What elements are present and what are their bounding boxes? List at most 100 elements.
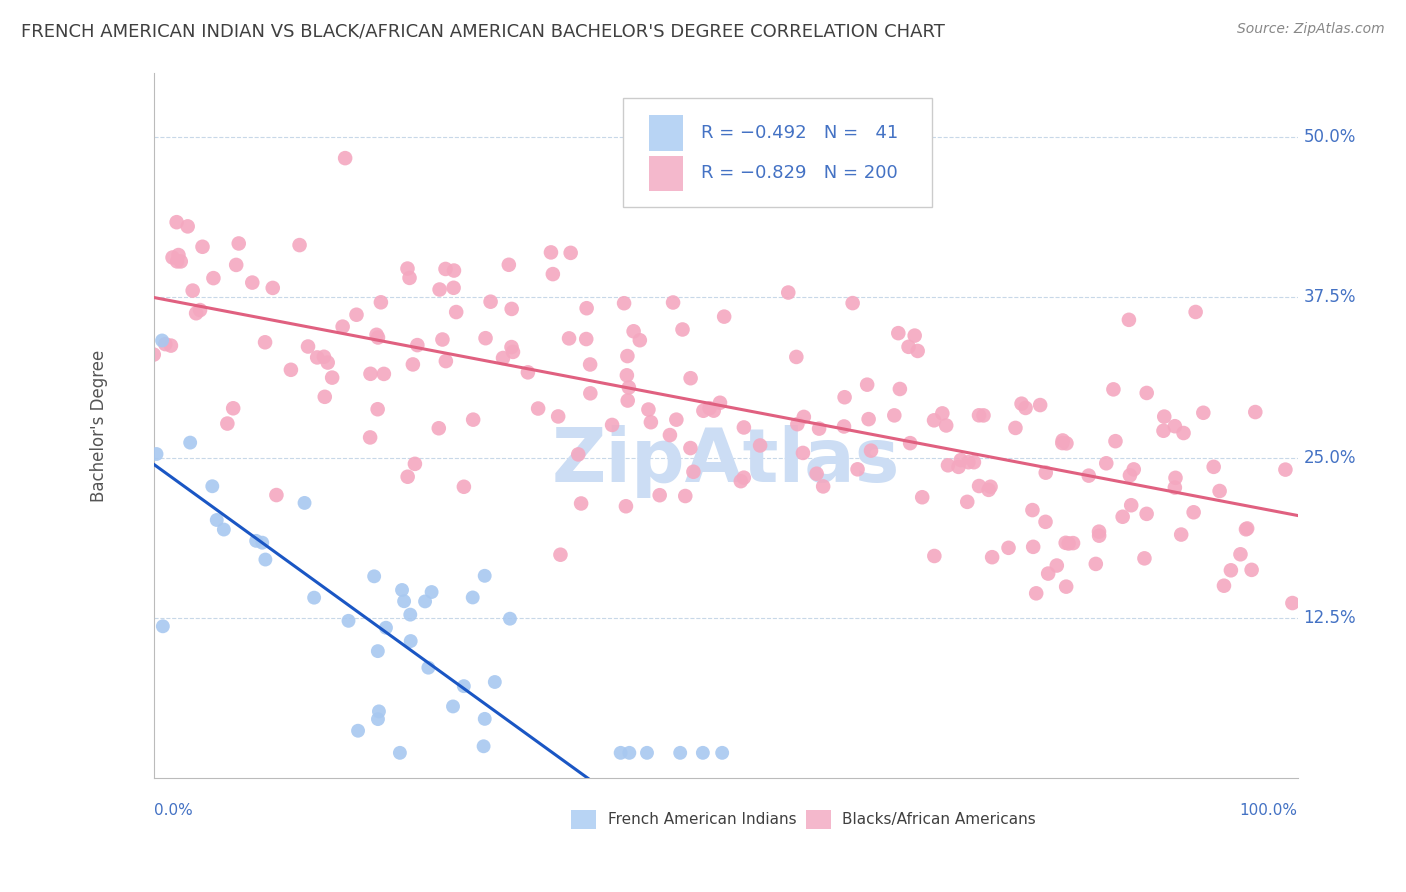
Text: 37.5%: 37.5% [1303, 288, 1355, 307]
Point [569, 496, 592, 510]
Point [623, 324, 645, 338]
Point [897, 340, 920, 354]
Point [463, 412, 485, 426]
Point [150, 334, 173, 348]
Point [142, 348, 165, 362]
Point [359, 367, 381, 381]
Point [368, 705, 391, 719]
Point [170, 254, 193, 268]
Point [1133, 551, 1156, 566]
Point [443, 281, 465, 295]
Point [1274, 462, 1296, 476]
Point [1054, 536, 1077, 550]
Text: Source: ZipAtlas.com: Source: ZipAtlas.com [1237, 22, 1385, 37]
Point [502, 345, 524, 359]
Point [201, 479, 224, 493]
Point [167, 248, 190, 262]
Text: R = −0.829   N = 200: R = −0.829 N = 200 [700, 164, 897, 182]
Point [673, 489, 696, 503]
Point [202, 271, 225, 285]
Point [558, 331, 581, 345]
Point [935, 418, 957, 433]
Point [228, 236, 250, 251]
Point [579, 386, 602, 401]
Point [1095, 456, 1118, 470]
Point [733, 420, 755, 434]
Point [963, 455, 986, 469]
Point [1202, 459, 1225, 474]
Point [806, 467, 828, 481]
Point [366, 327, 388, 342]
Point [266, 488, 288, 502]
Point [240, 276, 263, 290]
Point [166, 254, 188, 268]
Point [176, 219, 198, 234]
Point [628, 333, 651, 347]
Point [1104, 434, 1126, 449]
Point [1062, 536, 1084, 550]
Point [699, 401, 721, 416]
Point [288, 238, 311, 252]
Point [637, 402, 659, 417]
Point [262, 281, 284, 295]
Point [949, 453, 972, 467]
Point [679, 371, 702, 385]
Point [155, 337, 177, 351]
Point [453, 480, 475, 494]
Point [711, 746, 734, 760]
Point [1119, 468, 1142, 483]
Point [484, 675, 506, 690]
Point [373, 367, 395, 381]
Point [1244, 405, 1267, 419]
Point [1035, 466, 1057, 480]
Point [444, 305, 467, 319]
Point [479, 294, 502, 309]
Point [297, 339, 319, 353]
Point [1229, 547, 1251, 561]
FancyBboxPatch shape [623, 97, 932, 207]
Point [692, 746, 714, 760]
Point [316, 355, 339, 369]
Text: 25.0%: 25.0% [1303, 449, 1355, 467]
Point [1014, 401, 1036, 415]
Point [614, 500, 637, 514]
Point [1011, 397, 1033, 411]
Point [427, 421, 450, 435]
Point [179, 435, 201, 450]
Point [225, 258, 247, 272]
Point [981, 550, 1004, 565]
Point [441, 699, 464, 714]
Point [367, 644, 389, 658]
Text: R = −0.492   N =   41: R = −0.492 N = 41 [700, 124, 898, 142]
Point [811, 479, 834, 493]
Point [616, 349, 638, 363]
Point [1029, 398, 1052, 412]
Point [922, 413, 945, 427]
Point [1077, 468, 1099, 483]
Point [1182, 505, 1205, 519]
Point [883, 409, 905, 423]
Point [181, 284, 204, 298]
Point [1088, 529, 1111, 543]
Point [977, 483, 1000, 497]
Point [1054, 580, 1077, 594]
Point [808, 422, 831, 436]
Point [1052, 434, 1074, 448]
Point [160, 338, 183, 352]
Point [550, 548, 572, 562]
Point [778, 285, 800, 300]
Point [294, 496, 316, 510]
Point [1111, 509, 1133, 524]
Point [375, 621, 398, 635]
Point [1136, 386, 1159, 401]
Point [332, 319, 354, 334]
Text: Bachelor's Degree: Bachelor's Degree [90, 350, 108, 502]
Point [501, 340, 523, 354]
Point [1153, 424, 1175, 438]
Point [443, 263, 465, 277]
Bar [650, 155, 683, 191]
Point [540, 245, 562, 260]
Point [453, 679, 475, 693]
Point [420, 585, 443, 599]
Point [846, 462, 869, 476]
